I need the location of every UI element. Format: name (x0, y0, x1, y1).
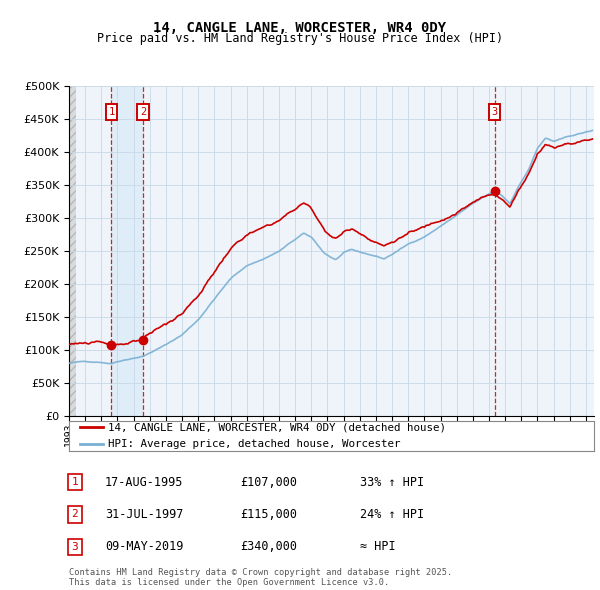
Text: 1: 1 (108, 107, 115, 117)
Text: Contains HM Land Registry data © Crown copyright and database right 2025.
This d: Contains HM Land Registry data © Crown c… (69, 568, 452, 587)
Text: 14, CANGLE LANE, WORCESTER, WR4 0DY: 14, CANGLE LANE, WORCESTER, WR4 0DY (154, 21, 446, 35)
Text: 17-AUG-1995: 17-AUG-1995 (105, 476, 184, 489)
Text: 3: 3 (491, 107, 498, 117)
Bar (69, 86, 76, 416)
Text: 14, CANGLE LANE, WORCESTER, WR4 0DY (detached house): 14, CANGLE LANE, WORCESTER, WR4 0DY (det… (109, 422, 446, 432)
Text: 09-MAY-2019: 09-MAY-2019 (105, 540, 184, 553)
Text: 24% ↑ HPI: 24% ↑ HPI (360, 508, 424, 521)
Text: 2: 2 (140, 107, 146, 117)
Text: 3: 3 (71, 542, 79, 552)
Text: £340,000: £340,000 (240, 540, 297, 553)
Text: £115,000: £115,000 (240, 508, 297, 521)
Text: 31-JUL-1997: 31-JUL-1997 (105, 508, 184, 521)
Text: 2: 2 (71, 510, 79, 519)
Text: 1: 1 (71, 477, 79, 487)
Text: ≈ HPI: ≈ HPI (360, 540, 395, 553)
Text: 33% ↑ HPI: 33% ↑ HPI (360, 476, 424, 489)
Bar (112, 86, 143, 416)
Text: HPI: Average price, detached house, Worcester: HPI: Average price, detached house, Worc… (109, 439, 401, 448)
Text: Price paid vs. HM Land Registry's House Price Index (HPI): Price paid vs. HM Land Registry's House … (97, 32, 503, 45)
Text: £107,000: £107,000 (240, 476, 297, 489)
